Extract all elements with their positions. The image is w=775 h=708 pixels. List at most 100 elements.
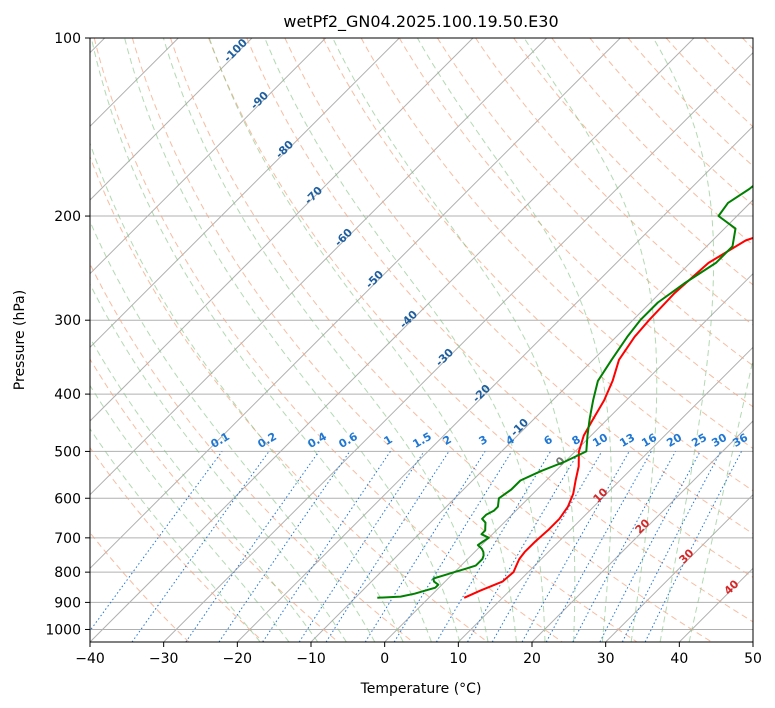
dry-adiabat: [284, 38, 753, 535]
mixing-ratio-line: [218, 451, 351, 642]
x-tick-label: −30: [149, 651, 179, 667]
dry-adiabat: [742, 38, 753, 50]
isotherm-gridline: [531, 420, 753, 642]
mixing-ratio-line: [545, 451, 652, 642]
isotherm-gridline: [163, 51, 753, 642]
moist-adiabat: [523, 38, 658, 642]
dry-adiabat: [398, 38, 753, 408]
isotherm-gridline: [605, 493, 753, 642]
moist-adiabat: [124, 38, 461, 642]
dry-adiabat: [208, 38, 753, 623]
moist-adiabat: [332, 38, 576, 642]
isotherm-gridline: [90, 38, 253, 201]
y-axis-label: Pressure (hPa): [12, 290, 28, 390]
x-tick-label: −40: [75, 651, 105, 667]
x-tick-label: 0: [380, 651, 389, 667]
x-tick-label: 50: [744, 651, 762, 667]
isotherm-gridline: [384, 272, 753, 642]
mixing-ratio-label: 16: [639, 431, 659, 450]
dewpoint-profile: [377, 184, 753, 599]
x-tick-label: 10: [449, 651, 467, 667]
moist-adiabat: [208, 38, 517, 642]
moist-adiabat-label: -100: [221, 36, 250, 65]
dry-adiabat: [703, 38, 753, 89]
moist-adiabat: [90, 141, 404, 642]
background-lines: [90, 38, 753, 642]
isotherm-gridline: [678, 567, 753, 642]
y-tick-label: 200: [54, 209, 81, 225]
dry-adiabat: [170, 38, 712, 642]
mixing-ratio-line: [185, 451, 320, 642]
x-tick-label: 30: [597, 651, 615, 667]
dry-adiabat-label: 20: [633, 516, 653, 536]
x-axis-label: Temperature (°C): [360, 681, 482, 697]
isotherm-gridline: [90, 38, 695, 642]
y-tick-label: 400: [54, 387, 81, 403]
dry-adiabat-label: 30: [677, 546, 697, 566]
y-tick-label: 500: [54, 444, 81, 460]
isotherm-gridline: [90, 38, 474, 422]
y-tick-label: 900: [54, 595, 81, 611]
isotherm-gridline: [236, 125, 753, 642]
dry-adiabat: [551, 38, 753, 246]
moist-adiabat: [90, 336, 319, 642]
isotherm-gridline: [752, 641, 753, 642]
mixing-ratio-label: 13: [617, 431, 637, 450]
y-tick-label: 700: [54, 531, 81, 547]
y-axis-ticks: 100 200 300 400 500 600 700 800 900 1000: [45, 31, 90, 638]
moist-adiabat: [90, 427, 261, 642]
mixing-ratio-line: [364, 451, 486, 642]
mixing-ratio-line: [644, 451, 742, 642]
moist-adiabat: [416, 38, 612, 642]
isopleth-labels: 0.1 0.2 0.4 0.6 1 1.5 2 3 4 6 8 10 13 16 20 25 30 36-100-…: [209, 36, 751, 598]
mixing-ratio-label: 25: [689, 431, 709, 450]
dry-adiabat-label: 10: [591, 485, 611, 505]
moist-adiabat: [90, 384, 290, 642]
moist-adiabat-label: -20: [470, 382, 493, 405]
mixing-ratio-label: 1: [382, 433, 395, 448]
mixing-ratio-line: [393, 451, 513, 642]
dry-adiabat: [436, 38, 753, 367]
isotherm-gridline: [457, 346, 753, 642]
mixing-ratio-label: 0.6: [337, 430, 361, 451]
y-tick-label: 800: [54, 565, 81, 581]
dry-adiabat-label: 40: [722, 577, 742, 597]
mixing-ratio-line: [131, 451, 270, 642]
mixing-ratio-label: 6: [542, 433, 555, 448]
dry-adiabat: [90, 531, 190, 642]
mixing-ratio-line: [435, 451, 552, 642]
moist-adiabat-label: -40: [397, 308, 420, 331]
moist-adiabat: [162, 38, 489, 642]
mixing-ratio-line: [621, 451, 722, 642]
dry-adiabat: [90, 155, 488, 642]
x-tick-label: −20: [223, 651, 253, 667]
isotherm-gridline: [310, 199, 753, 642]
mixing-ratio-line: [262, 451, 391, 642]
moist-adiabat-label: -90: [248, 89, 271, 112]
x-tick-label: 40: [670, 651, 688, 667]
isotherm-gridline: [90, 38, 327, 275]
isotherm-gridline: [90, 38, 400, 349]
moist-adiabat: [90, 38, 432, 642]
mixing-ratio-label: 1.5: [411, 430, 434, 451]
mixing-ratio-line: [90, 451, 223, 632]
mixing-ratio-line: [572, 451, 676, 642]
moist-adiabat: [264, 38, 546, 642]
y-tick-label: 600: [54, 491, 81, 507]
mixing-ratio-line: [521, 451, 630, 642]
moist-adiabat: [652, 38, 715, 642]
moist-adiabat-label: -70: [302, 184, 325, 207]
moist-adiabat-label: -80: [273, 138, 296, 161]
moist-adiabat: [90, 220, 376, 642]
dry-adiabat: [90, 262, 414, 642]
dry-adiabat: [131, 38, 638, 642]
x-tick-label: −10: [296, 651, 326, 667]
mixing-ratio-label: 0.4: [306, 430, 330, 451]
y-tick-label: 100: [54, 31, 81, 47]
moist-adiabat-label: -50: [363, 268, 386, 291]
dry-adiabat: [246, 38, 753, 578]
mixing-ratio-label: 0.1: [209, 430, 232, 451]
mixing-ratio-label: 2: [441, 433, 454, 448]
y-tick-label: 1000: [45, 622, 81, 638]
